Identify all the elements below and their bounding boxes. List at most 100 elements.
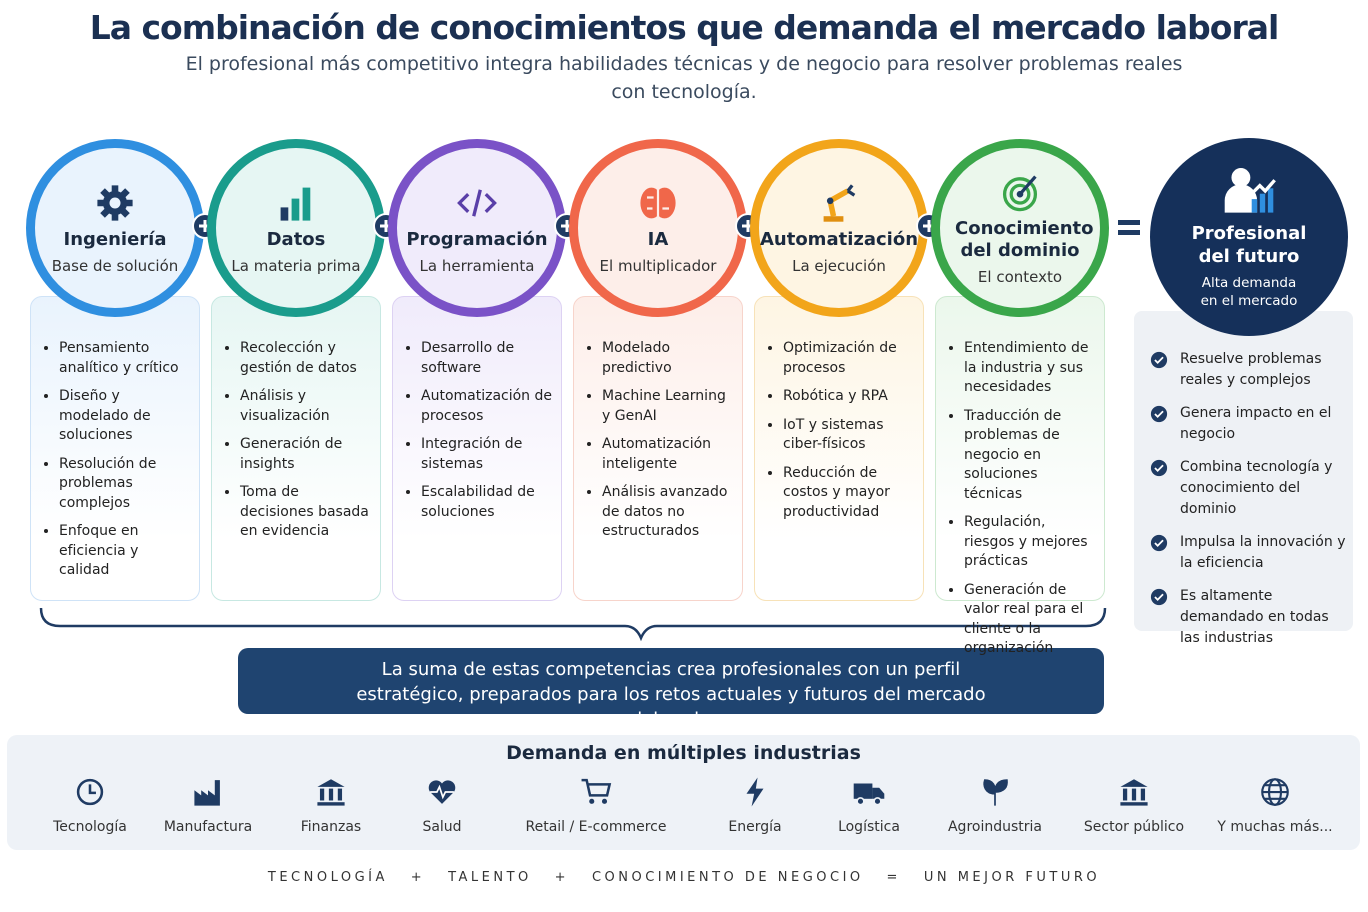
icon [93,181,137,225]
result-item-text: Resuelve problemas reales y complejos [1180,351,1322,388]
pillar-title: Ingeniería [63,229,167,250]
pillar-circle: Conocimiento del dominio El contexto [931,139,1109,317]
pillar-subtitle: La materia prima [231,257,361,275]
icon [73,775,107,809]
icon-shape [317,779,345,806]
pillar-item: Automatización de procesos [421,387,555,426]
icon [1150,588,1168,606]
pillar-circle: Ingeniería Base de solución [26,139,204,317]
pillar-item: Escalabilidad de soluciones [421,483,555,522]
icon [817,181,861,225]
pillar-item: Regulación, riesgos y mejores prácticas [964,513,1098,572]
result-item: Genera impacto en el negocio [1150,403,1349,445]
icon-shape [76,778,104,806]
icon-shape [640,187,676,219]
pillar-items: Desarrollo de software Automatización de … [407,339,555,522]
icon-shape [97,185,133,221]
icon-shape [280,187,311,221]
icon-shape [1150,351,1168,369]
icon-shape [1224,168,1276,213]
pillar-item: IoT y sistemas ciber-físicos [783,416,917,455]
industry: Manufactura [128,775,288,835]
pillar-card: Pensamiento analítico y crítico Diseño y … [30,296,200,601]
subtitle: El profesional más competitivo integra h… [185,53,1183,103]
icon [1150,534,1168,552]
icon [579,775,613,809]
industry-label: Agroindustria [947,819,1042,835]
pillar-subtitle: El multiplicador [599,257,717,275]
pillar-item: Generación de valor real para el cliente… [964,581,1098,659]
pillar-title: Datos [266,229,326,250]
bracket [39,607,1107,642]
pillar-title: Automatización [759,229,919,250]
summary: La suma de estas competencias crea profe… [238,648,1104,730]
pillar-item: Reducción de costos y mayor productivida… [783,464,917,523]
industry: Retail / E-commerce [516,775,676,835]
pillar-item: Resolución de problemas complejos [59,455,193,514]
industry: Finanzas [251,775,411,835]
pillar-item: Toma de decisiones basada en evidencia [240,483,374,542]
icon-shape [1150,459,1168,477]
icon [314,775,348,809]
icon [274,181,318,225]
industry: Y muchas más... [1195,775,1355,835]
icon [191,775,225,809]
icon [1117,775,1151,809]
icon-shape [853,783,885,806]
pillar-item: Diseño y modelado de soluciones [59,387,193,446]
pillar-items: Recolección y gestión de datos Análisis y… [226,339,374,542]
pillar-card: Recolección y gestión de datos Análisis y… [211,296,381,601]
pillar-card: Modelado predictivo Machine Learning y Ge… [573,296,743,601]
pillar-item: Robótica y RPA [783,387,917,407]
result-title: Profesional del futuro [1191,223,1307,267]
pillar-item: Traducción de problemas de negocio en so… [964,407,1098,505]
result-circle: Profesional del futuro Alta demanda en el… [1150,138,1348,336]
result-item: Es altamente demandado en todas las indu… [1150,586,1349,649]
result-item-text: Impulsa la innovación y la eficiencia [1180,534,1346,571]
industries-title: Demanda en múltiples industrias [506,742,861,764]
pillar-circle: Programación La herramienta [388,139,566,317]
icon-shape [1002,175,1038,212]
icon [455,181,499,225]
pillar-item: Enfoque en eficiencia y calidad [59,522,193,581]
industry-label: Manufactura [163,819,253,835]
icon-shape [1261,778,1289,806]
pillar-items: Optimización de procesos Robótica y RPA Io… [769,339,917,522]
industry-label: Sector público [1083,819,1185,835]
pillar-title: IA [647,229,669,250]
icon [978,775,1012,809]
icon [425,775,459,809]
pillar-item: Análisis y visualización [240,387,374,426]
result-item-text: Combina tecnología y conocimiento del do… [1180,459,1333,517]
result-item: Combina tecnología y conocimiento del do… [1150,457,1349,520]
pillar-items: Entendimiento de la industria y sus nece… [950,339,1098,659]
icon [636,181,680,225]
pillar-item: Recolección y gestión de datos [240,339,374,378]
result-subtitle: Alta demanda en el mercado [1200,275,1298,309]
footer: TECNOLOGÍA + TALENTO + CONOCIMIENTO DE N… [267,870,1101,885]
icon [998,170,1042,214]
pillar-subtitle: El contexto [977,268,1063,286]
title: La combinación de conocimientos que dema… [89,8,1280,47]
icon-shape [581,778,612,804]
icon-shape [746,777,764,807]
icon [852,775,886,809]
industry-label: Retail / E-commerce [525,819,667,835]
industries-panel: Demanda en múltiples industrias Tecnologí… [7,735,1360,850]
pillar-card: Entendimiento de la industria y sus nece… [935,296,1105,656]
icon-shape [194,780,220,806]
icon-shape [428,780,456,804]
industry-label: Finanzas [300,819,362,835]
pillar-circle: Datos La materia prima [207,139,385,317]
pillar-subtitle: La ejecución [792,257,886,275]
icon-shape [823,184,856,222]
pillar-item: Desarrollo de software [421,339,555,378]
icon-shape [1150,588,1168,606]
icon-shape [1150,405,1168,423]
result-item: Impulsa la innovación y la eficiencia [1150,532,1349,574]
icon [1150,405,1168,423]
pillar-title: Programación [406,229,548,250]
pillar-item: Machine Learning y GenAI [602,387,736,426]
result-panel: Resuelve problemas reales y complejos Gen… [1134,311,1353,646]
